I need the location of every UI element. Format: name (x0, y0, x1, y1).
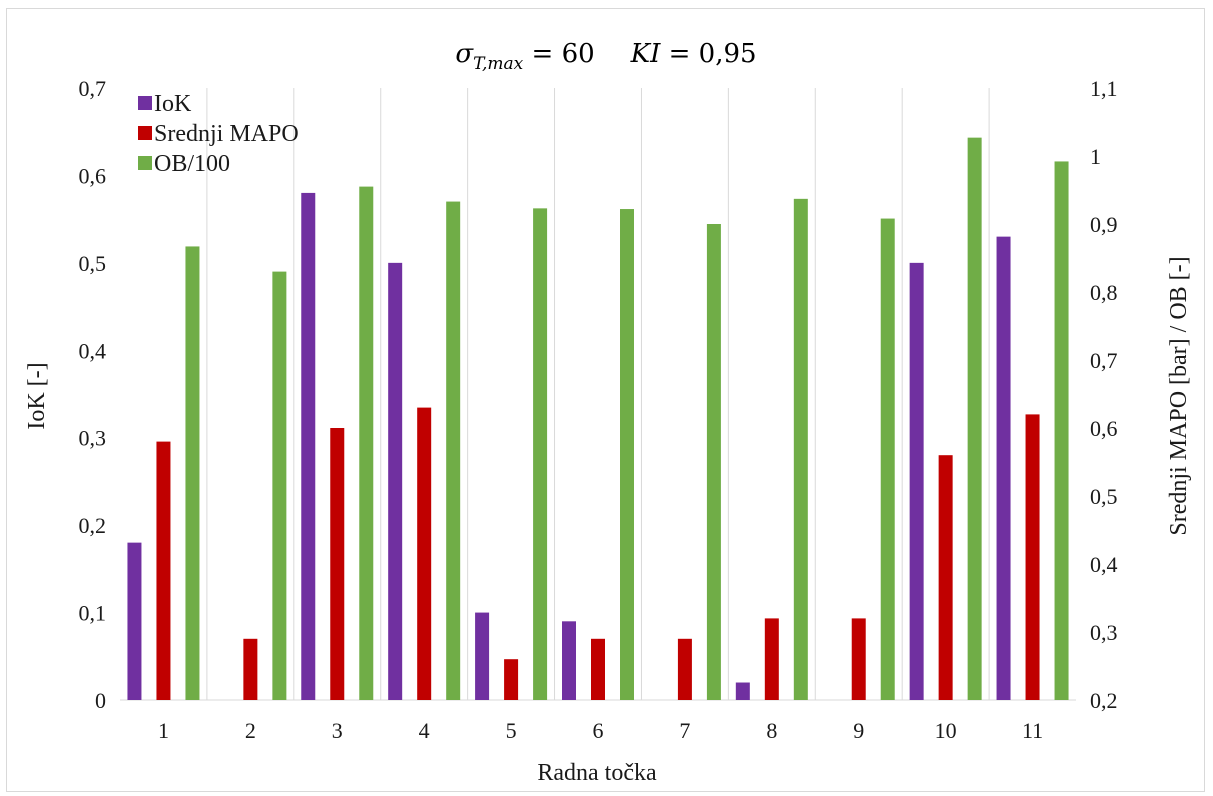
y-tick-label: 0 (95, 688, 106, 713)
x-axis-ticks: 1 2 3 4 5 6 7 8 9 10 11 (158, 718, 1043, 743)
title-sigma: σ (455, 39, 474, 69)
legend-label: IoK (154, 91, 192, 117)
bar-ob-100-6 (620, 209, 634, 701)
y-axis-title: IoK [-] (24, 362, 50, 429)
legend-swatch (138, 126, 152, 140)
y-tick-label: 0,3 (79, 426, 107, 451)
x-tick-label: 4 (419, 718, 430, 743)
bar-srednji-mapo-8 (764, 618, 779, 700)
bar-srednji-mapo-10 (938, 455, 953, 700)
y-tick-label: 0,4 (79, 338, 107, 363)
bar-ob-100-7 (706, 224, 721, 700)
x-axis-title: Radna točka (537, 760, 657, 786)
x-tick-label: 2 (245, 718, 256, 743)
grid (120, 88, 1076, 701)
y2-tick-label: 0,9 (1090, 212, 1118, 237)
bar-ob-100-4 (446, 201, 461, 700)
y2-axis-ticks: 0,2 0,3 0,4 0,5 0,6 0,7 0,8 0,9 1 1,1 (1090, 76, 1118, 713)
x-tick-label: 6 (593, 718, 604, 743)
bar-srednji-mapo-1 (156, 441, 171, 700)
bar-srednji-mapo-5 (504, 659, 519, 700)
y2-tick-label: 0,5 (1090, 484, 1118, 509)
bar-ob-100-10 (967, 137, 982, 700)
legend-swatch (138, 96, 152, 110)
title-eq1: = 60 (523, 39, 594, 69)
legend-swatch (138, 156, 152, 170)
chart-title: σT,max = 60 KI = 0,95 (455, 39, 756, 74)
y2-tick-label: 0,4 (1090, 552, 1118, 577)
y-tick-label: 0,2 (79, 513, 107, 538)
x-tick-label: 5 (506, 718, 517, 743)
bar-iok-3 (301, 192, 316, 700)
bar-srednji-mapo-11 (1025, 414, 1040, 700)
bar-srednji-mapo-2 (243, 638, 258, 700)
bar-ob-100-3 (359, 186, 374, 701)
bar-srednji-mapo-7 (677, 638, 692, 700)
bar-iok-4 (388, 262, 403, 700)
title-ki: KI (630, 39, 661, 69)
y2-tick-label: 1 (1090, 144, 1101, 169)
bar-ob-100-2 (272, 271, 287, 700)
bar-srednji-mapo-9 (851, 618, 866, 700)
bar-iok-6 (562, 621, 576, 700)
y-tick-label: 0,1 (79, 601, 107, 626)
x-tick-label: 7 (679, 718, 690, 743)
bar-iok-10 (909, 262, 924, 700)
bar-srednji-mapo-4 (417, 407, 432, 700)
x-tick-label: 1 (158, 718, 169, 743)
bar-iok-11 (996, 236, 1011, 700)
bar-iok-1 (127, 542, 142, 700)
y2-tick-label: 0,2 (1090, 688, 1118, 713)
x-tick-label: 11 (1022, 718, 1043, 743)
y2-tick-label: 0,7 (1090, 348, 1118, 373)
bars (127, 137, 1069, 701)
y-tick-label: 0,6 (79, 163, 107, 188)
x-tick-label: 10 (935, 718, 957, 743)
bar-iok-8 (735, 682, 750, 700)
y2-tick-label: 0,3 (1090, 620, 1118, 645)
bar-ob-100-5 (533, 208, 548, 701)
y-axis-ticks: 0 0,1 0,2 0,3 0,4 0,5 0,6 0,7 (79, 76, 107, 713)
bar-ob-100-8 (793, 198, 808, 700)
x-tick-label: 3 (332, 718, 343, 743)
y2-tick-label: 0,6 (1090, 416, 1118, 441)
y-tick-label: 0,5 (79, 251, 107, 276)
bar-ob-100-1 (185, 246, 200, 700)
y2-axis-title: Srednji MAPO [bar] / OB [-] (1166, 256, 1192, 535)
bar-iok-5 (475, 612, 490, 700)
x-tick-label: 9 (853, 718, 864, 743)
bar-ob-100-9 (880, 218, 895, 700)
legend-label: Srednji MAPO (154, 121, 299, 147)
bar-srednji-mapo-6 (591, 638, 605, 700)
title-subscript: T,max (473, 54, 523, 74)
legend-label: OB/100 (154, 151, 230, 177)
title-eq2: = 0,95 (660, 39, 756, 69)
y-tick-label: 0,7 (79, 76, 107, 101)
bar-ob-100-11 (1054, 161, 1069, 700)
y2-tick-label: 1,1 (1090, 76, 1118, 101)
y2-tick-label: 0,8 (1090, 280, 1118, 305)
x-tick-label: 8 (766, 718, 777, 743)
legend: IoK Srednji MAPO OB/100 (138, 91, 299, 177)
bar-srednji-mapo-3 (330, 428, 345, 700)
